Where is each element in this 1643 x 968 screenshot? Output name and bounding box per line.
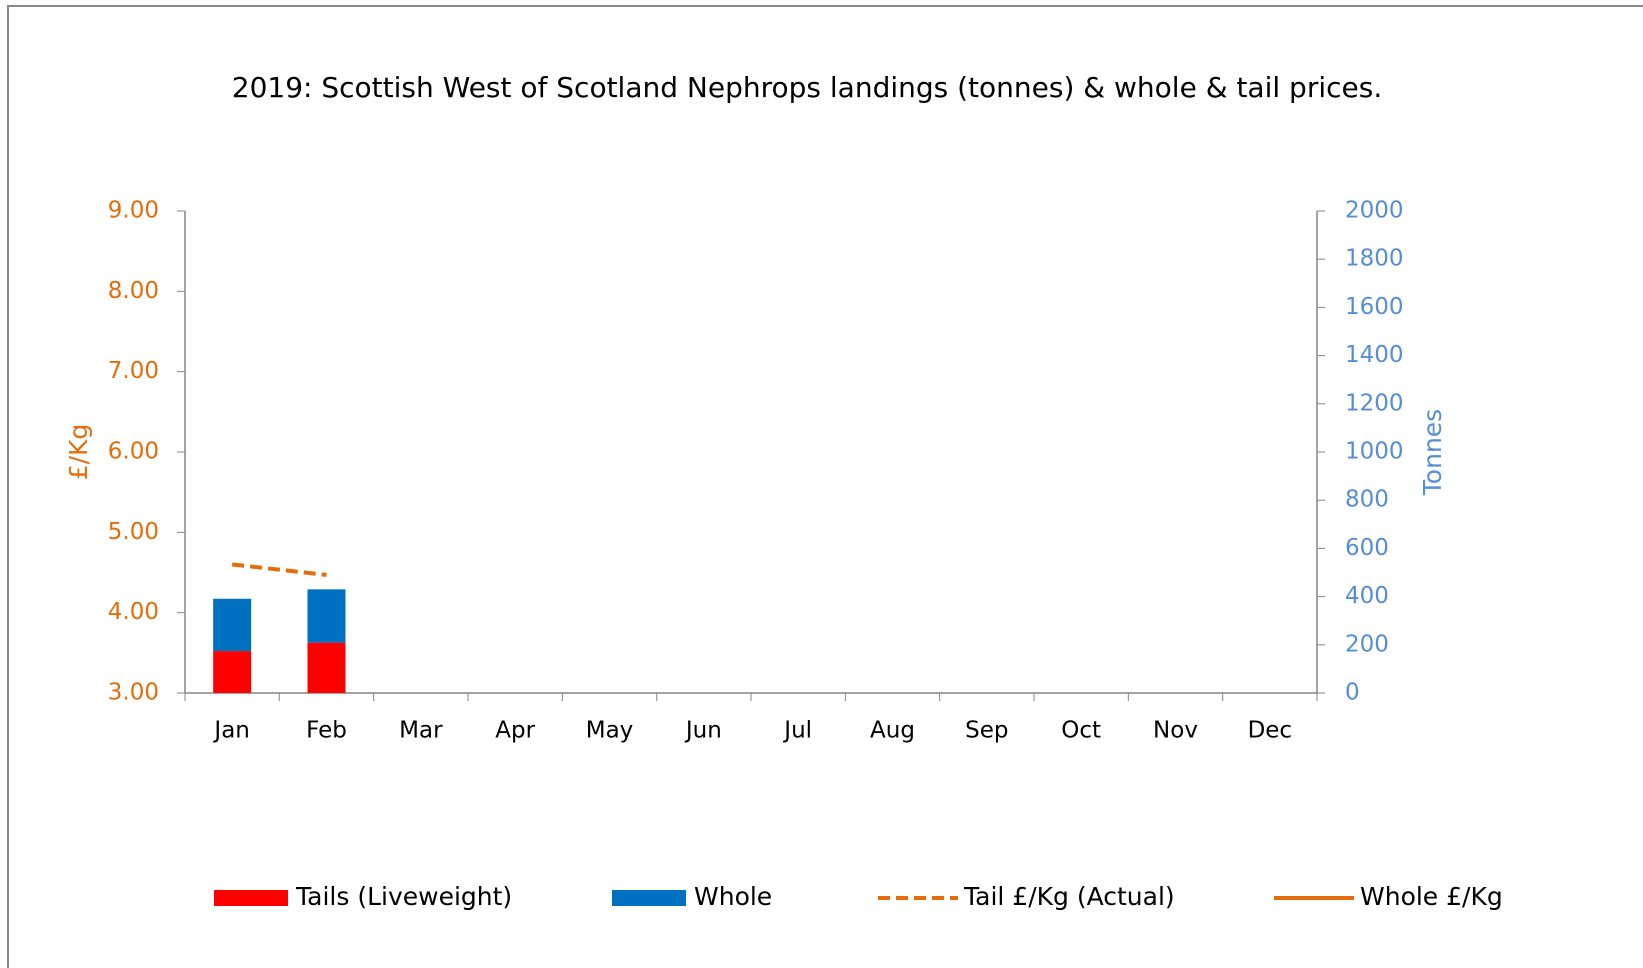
x-tick-label: Jun [684, 718, 722, 744]
y-tick-label: 5.00 [108, 519, 159, 545]
y2-tick-label: 600 [1345, 535, 1389, 561]
y2-axis-label: Tonnes [1418, 409, 1447, 496]
y-tick-label: 6.00 [108, 439, 159, 465]
y2-tick-label: 1000 [1345, 439, 1404, 465]
legend-label: Tails (Liveweight) [295, 882, 512, 911]
y2-tick-label: 1400 [1345, 342, 1404, 368]
legend-swatch [612, 890, 686, 906]
bar [213, 598, 252, 652]
y2-tick-label: 1600 [1345, 294, 1404, 320]
y2-tick-label: 400 [1345, 583, 1389, 609]
legend-label: Whole £/Kg [1360, 882, 1503, 911]
x-tick-label: Dec [1248, 718, 1293, 744]
x-tick-label: Feb [306, 718, 347, 744]
y2-tick-label: 800 [1345, 487, 1389, 513]
y2-tick-label: 1800 [1345, 246, 1404, 272]
chart-frame [7, 5, 1643, 968]
y-tick-label: 3.00 [108, 680, 159, 706]
y2-tick-label: 200 [1345, 631, 1389, 657]
bar [307, 589, 346, 643]
legend-swatch [214, 890, 288, 906]
y-tick-label: 7.00 [108, 358, 159, 384]
legend-label: Whole [694, 882, 772, 911]
x-tick-label: Jul [782, 718, 812, 744]
x-tick-label: May [586, 718, 634, 744]
x-tick-label: Nov [1153, 718, 1198, 744]
y2-tick-label: 2000 [1345, 198, 1404, 224]
y-tick-label: 8.00 [108, 278, 159, 304]
line [231, 562, 327, 577]
y2-tick-label: 1200 [1345, 390, 1404, 416]
bar [213, 651, 252, 693]
y-axis-label: £/Kg [64, 424, 93, 481]
x-tick-label: Mar [399, 718, 443, 744]
x-tick-label: Jan [212, 718, 249, 744]
legend-label: Tail £/Kg (Actual) [963, 882, 1175, 911]
x-tick-label: Apr [495, 718, 535, 744]
y-tick-label: 9.00 [108, 198, 159, 224]
chart-title: 2019: Scottish West of Scotland Nephrops… [232, 71, 1382, 104]
y2-tick-label: 0 [1345, 680, 1360, 706]
x-tick-label: Aug [870, 718, 915, 744]
bar [307, 642, 346, 693]
x-tick-label: Sep [965, 718, 1008, 744]
y-tick-label: 4.00 [108, 599, 159, 625]
x-tick-label: Oct [1061, 718, 1101, 744]
